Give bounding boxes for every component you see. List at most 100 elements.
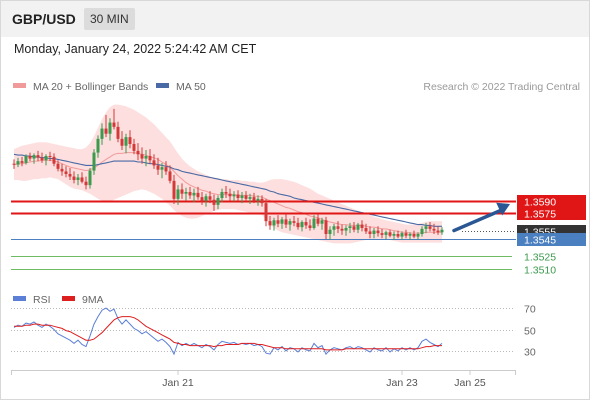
candle-body [284,219,288,225]
candle-body [156,165,160,170]
candle-body [264,203,268,222]
candle-body [180,189,184,194]
chart-credit: Research © 2022 Trading Central [423,81,580,93]
candle-body [352,226,356,230]
legend-label-0: MA 20 + Bollinger Bands [33,81,148,93]
candle-body [420,228,424,234]
candle-body [100,128,104,139]
symbol-label: GBP/USD [12,11,76,27]
candle-body [304,222,308,226]
candle-body [400,233,404,237]
candle-body [88,170,92,186]
candle-body [440,229,444,233]
candle-body [196,192,200,198]
rsi-legend-swatch-0 [13,296,26,301]
level-label-1: 1.3575 [524,209,556,221]
candle-body [260,198,264,204]
candle-body [404,233,408,236]
candle-body [360,224,364,228]
candle-body [184,192,188,194]
chart-header: GBP/USD 30 MIN [1,1,589,37]
candle-body [108,122,112,134]
candle-body [324,220,328,234]
candle-body [296,222,300,228]
candle-body [328,229,332,234]
timeframe-badge[interactable]: 30 MIN [84,8,135,30]
candle-body [308,225,312,228]
candle-body [32,155,36,159]
candle-body [436,230,440,233]
level-label-3: 1.3545 [524,235,556,247]
candle-body [316,218,320,224]
level-label-0: 1.3590 [524,197,556,209]
candle-body [128,137,132,144]
candle-body [364,228,368,232]
candle-body [216,198,220,205]
candle-body [408,234,412,236]
candle-body [24,156,28,163]
candle-body [132,144,136,151]
candle-body [376,230,380,234]
candle-body [336,226,340,229]
candle-body [12,163,16,165]
chart-datetime: Monday, January 24, 2022 5:24:42 AM CET [14,42,257,56]
level-label-bg-0 [517,195,586,208]
candle-body [384,232,388,235]
candle-body [92,152,96,171]
rsi-9ma-line [14,316,442,351]
candle-body [200,197,204,201]
candle-body [320,220,324,224]
candle-body [276,220,280,224]
legend-label-1: MA 50 [176,81,206,93]
candle-body [144,156,148,159]
candle-body [428,226,432,229]
candle-body [152,160,156,166]
candle-body [340,228,344,231]
candle-body [388,232,392,236]
candle-body [84,181,88,186]
candle-body [160,167,164,170]
rsi-legend-label-1: 9MA [82,294,104,306]
forecast-arrow-head [496,202,510,216]
candle-body [36,155,40,158]
candle-body [372,230,376,234]
candle-body [20,161,24,163]
candle-body [368,231,372,234]
candle-body [16,161,20,165]
candle-body [416,234,420,237]
candle-body [148,156,152,161]
rsi-legend-swatch-1 [62,296,75,301]
candle-body [64,171,68,174]
candle-body [168,171,172,181]
candle-body [412,234,416,237]
rsi-tick-label-1: 50 [524,326,536,338]
candle-body [104,128,108,134]
candle-body [60,168,64,172]
candle-body [356,224,360,230]
level-label-bg-3 [517,233,586,246]
candle-body [96,138,100,153]
candle-body [40,157,44,161]
candle-body [28,156,32,159]
candle-body [380,233,384,235]
candle-body [188,192,192,196]
candle-body [68,174,72,177]
candle-body [312,218,316,228]
candle-body [80,177,84,182]
candle-body [344,228,348,231]
candle-body [228,193,232,197]
candle-body [292,221,296,223]
candle-body [192,192,196,196]
candle-body [240,195,244,198]
candle-body [300,222,304,228]
rsi-tick-label-2: 30 [524,347,536,359]
level-label-4: 1.3525 [524,252,556,264]
candle-body [252,197,256,201]
x-tick-label-0: Jan 21 [162,377,194,389]
candle-body [248,197,252,199]
candle-body [44,156,48,161]
legend-swatch-0 [13,83,26,88]
candle-body [52,156,56,164]
